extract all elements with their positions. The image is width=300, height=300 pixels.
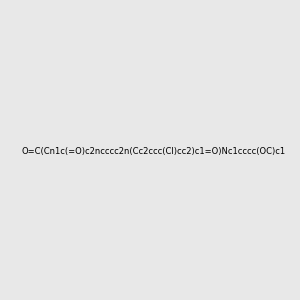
Text: O=C(Cn1c(=O)c2ncccc2n(Cc2ccc(Cl)cc2)c1=O)Nc1cccc(OC)c1: O=C(Cn1c(=O)c2ncccc2n(Cc2ccc(Cl)cc2)c1=O… — [22, 147, 286, 156]
